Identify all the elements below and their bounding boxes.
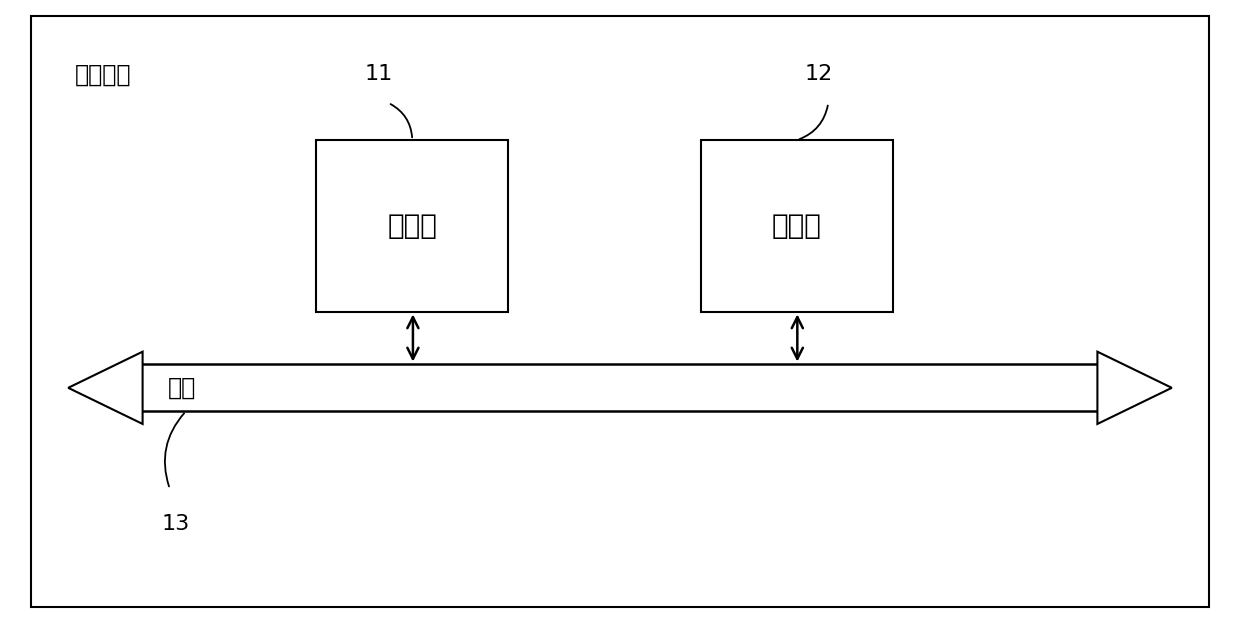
Text: 12: 12 (805, 64, 832, 84)
Text: 存储器: 存储器 (771, 212, 822, 240)
Text: 处理器: 处理器 (387, 212, 438, 240)
Polygon shape (68, 351, 143, 424)
Text: 13: 13 (162, 514, 190, 534)
Text: 电子设备: 电子设备 (74, 63, 131, 87)
Bar (701, 140, 893, 312)
Text: 总线: 总线 (167, 376, 196, 399)
Bar (316, 140, 508, 312)
Polygon shape (1097, 351, 1172, 424)
Text: 11: 11 (365, 64, 392, 84)
